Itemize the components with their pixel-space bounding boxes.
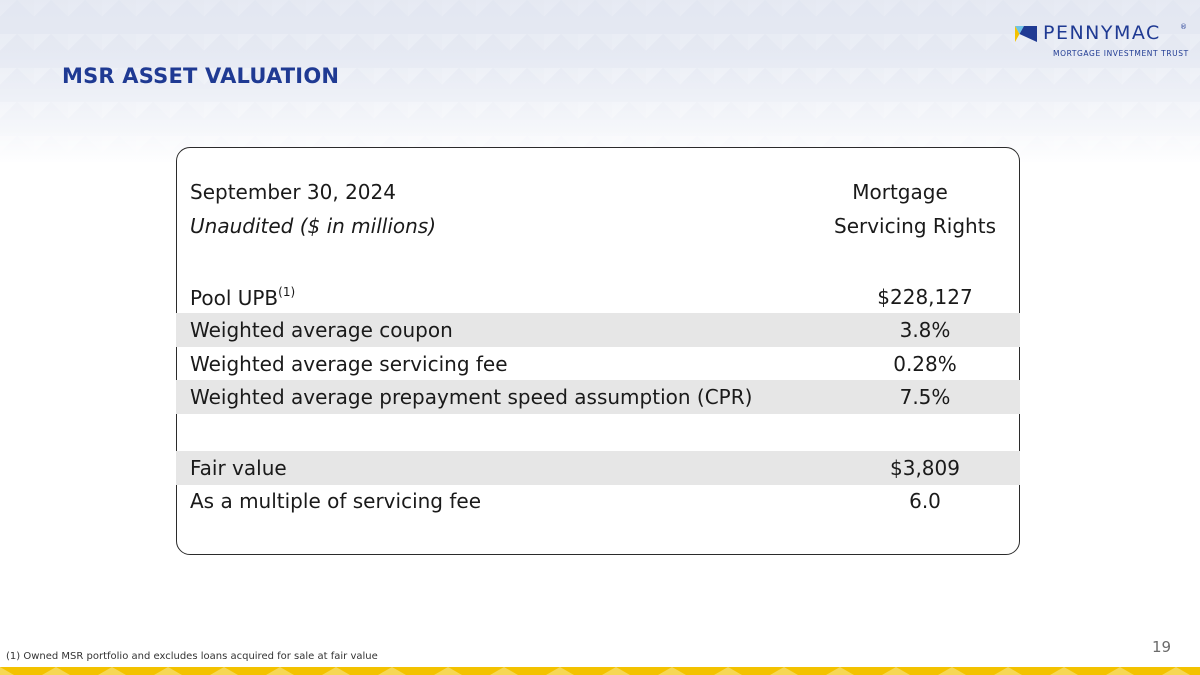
column-header-line2: Servicing Rights xyxy=(834,214,996,238)
row-value: $3,809 xyxy=(890,456,960,480)
row-label-text: Pool UPB xyxy=(190,286,279,310)
pennymac-logo: PENNYMAC ® MORTGAGE INVESTMENT TRUST xyxy=(1015,22,1190,64)
bottom-bar-triangle xyxy=(42,667,70,675)
valuation-table-panel xyxy=(176,147,1020,555)
row-label: Weighted average coupon xyxy=(190,318,453,342)
table-date: September 30, 2024 xyxy=(190,180,396,204)
bottom-bar-triangle xyxy=(210,667,238,675)
logo-name: PENNYMAC xyxy=(1043,22,1161,44)
bottom-bar-triangle xyxy=(490,667,518,675)
row-value: 7.5% xyxy=(899,385,951,409)
logo-registered-mark: ® xyxy=(1180,23,1187,31)
bottom-bar-triangle xyxy=(1106,667,1134,675)
bottom-bar-triangle xyxy=(714,667,742,675)
logo-subtitle: MORTGAGE INVESTMENT TRUST xyxy=(1053,49,1189,58)
bottom-bar-triangle xyxy=(378,667,406,675)
bottom-bar-triangle xyxy=(882,667,910,675)
bottom-bar-triangle xyxy=(770,667,798,675)
pennymac-logo-mark-icon xyxy=(1015,26,1037,42)
table-row-multiple: As a multiple of servicing fee 6.0 xyxy=(176,484,1020,518)
bottom-bar-triangle xyxy=(826,667,854,675)
row-label: Weighted average prepayment speed assump… xyxy=(190,385,753,409)
row-label: Weighted average servicing fee xyxy=(190,352,508,376)
bottom-bar-triangle xyxy=(546,667,574,675)
bottom-bar-triangle xyxy=(938,667,966,675)
bottom-bar-triangle xyxy=(1050,667,1078,675)
bottom-bar-triangle xyxy=(434,667,462,675)
bottom-accent-bar xyxy=(0,667,1200,675)
page-number: 19 xyxy=(1152,638,1172,656)
bottom-bar-triangle xyxy=(602,667,630,675)
row-value: 6.0 xyxy=(909,489,941,513)
table-row-servicing-fee: Weighted average servicing fee 0.28% xyxy=(176,347,1020,381)
row-value: $228,127 xyxy=(877,285,973,309)
footnote-marker: (1) xyxy=(278,285,296,299)
row-label: Fair value xyxy=(190,456,287,480)
row-value: 3.8% xyxy=(899,318,951,342)
bottom-bar-triangle xyxy=(658,667,686,675)
footnote: (1) Owned MSR portfolio and excludes loa… xyxy=(6,651,378,662)
table-row-prepayment-speed: Weighted average prepayment speed assump… xyxy=(176,380,1020,414)
table-row-pool-upb: Pool UPB(1) $228,127 xyxy=(176,280,1020,314)
bottom-bar-triangle xyxy=(1162,667,1190,675)
bottom-bar-triangle xyxy=(266,667,294,675)
bottom-bar-triangle xyxy=(154,667,182,675)
column-header-line1: Mortgage xyxy=(852,180,948,204)
header-background-gradient xyxy=(0,0,1200,165)
row-label: As a multiple of servicing fee xyxy=(190,489,482,513)
bottom-bar-triangle xyxy=(322,667,350,675)
bottom-bar-triangle xyxy=(994,667,1022,675)
row-value: 0.28% xyxy=(893,352,957,376)
bottom-bar-triangle xyxy=(0,667,14,675)
table-basis: Unaudited ($ in millions) xyxy=(190,214,437,238)
table-row-fair-value: Fair value $3,809 xyxy=(176,451,1020,485)
slide-title: MSR ASSET VALUATION xyxy=(62,64,340,88)
bottom-bar-triangle xyxy=(98,667,126,675)
row-label: Pool UPB(1) xyxy=(190,285,295,310)
table-row-coupon: Weighted average coupon 3.8% xyxy=(176,313,1020,347)
